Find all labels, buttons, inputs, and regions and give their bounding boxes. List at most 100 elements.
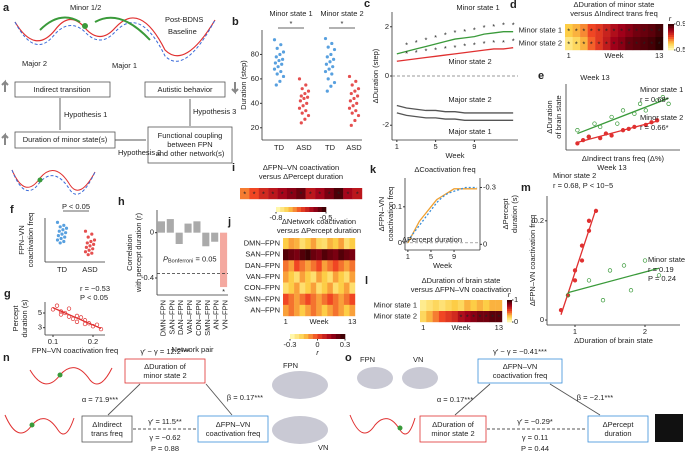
series-line xyxy=(396,112,514,121)
colorbar-step xyxy=(294,334,300,339)
heatmap-cell xyxy=(294,282,300,294)
significance-star: * xyxy=(658,39,661,48)
box-label: and other network(s) xyxy=(156,149,225,158)
bar xyxy=(157,221,165,233)
point xyxy=(58,241,62,245)
point xyxy=(354,79,358,83)
point xyxy=(66,306,72,311)
heatmap-cell xyxy=(294,293,300,306)
heatmap-cell xyxy=(305,271,311,283)
heatmap-cell xyxy=(294,249,300,261)
significance-star: * xyxy=(643,39,646,48)
series-label: Major state 2 xyxy=(448,95,491,104)
heatmap-cell xyxy=(321,249,328,261)
panel-a-art xyxy=(1,16,239,195)
point xyxy=(304,109,308,113)
heatmap-cell xyxy=(327,238,334,250)
x-axis-label: Network pair xyxy=(171,345,214,354)
heatmap-cell xyxy=(640,24,649,38)
y-axis-label: FPN–VN xyxy=(17,225,26,255)
heatmap-cell xyxy=(338,271,345,283)
point xyxy=(306,95,310,99)
point xyxy=(58,225,62,229)
point xyxy=(83,250,88,254)
x-tick-label: 1 xyxy=(284,317,288,326)
box-label: ΔFPN–VN xyxy=(216,420,251,429)
annotation: P < 0.05 xyxy=(62,202,90,211)
heatmap-cell xyxy=(338,260,345,272)
heatmap-cell xyxy=(476,300,484,312)
significance-star: * xyxy=(497,312,500,321)
label: β = −2.1*** xyxy=(577,393,614,402)
significance-star: * xyxy=(575,26,578,35)
point xyxy=(89,239,93,244)
colorbar-step xyxy=(668,43,674,46)
panel-label: i xyxy=(232,162,235,174)
heatmap-cell xyxy=(240,188,250,200)
heatmap-cell xyxy=(338,238,345,250)
colorbar-step xyxy=(507,307,512,310)
point xyxy=(348,99,352,103)
label: P = 0.44 xyxy=(521,444,549,453)
colorbar-tick-label: 0.5 xyxy=(676,45,685,54)
point xyxy=(352,96,356,101)
y-axis-label: ΔDuration (step) xyxy=(371,48,380,103)
heatmap-cell xyxy=(310,304,317,317)
colorbar-tick-label: 0.3 xyxy=(340,340,350,349)
y-axis-label: Correlation xyxy=(125,234,134,271)
point xyxy=(281,74,286,79)
point xyxy=(356,94,360,98)
colorbar-step xyxy=(668,26,674,29)
significance-star: * xyxy=(502,38,505,47)
heatmap-cell xyxy=(655,24,664,38)
box-label: coactivation freq xyxy=(493,371,548,380)
y-tick-label: 0.1 xyxy=(392,202,402,211)
label: P = 0.88 xyxy=(151,444,179,453)
point xyxy=(304,83,308,87)
heatmap-cell xyxy=(338,249,345,261)
x-tick-label: 0.1 xyxy=(48,337,58,346)
heatmap-cell xyxy=(294,304,300,317)
significance-star: * xyxy=(271,189,274,198)
point xyxy=(326,45,330,49)
significance-star: * xyxy=(444,31,447,40)
x-axis-label: Week xyxy=(309,317,328,326)
colorbar-label: r xyxy=(669,14,672,23)
x-tick-label: 5 xyxy=(434,142,438,151)
heatmap-cell xyxy=(470,311,477,323)
x-tick-label: TD xyxy=(274,143,285,152)
point xyxy=(60,232,64,236)
heatmap-cell xyxy=(321,271,328,283)
significance-star: * xyxy=(567,39,570,48)
point xyxy=(298,99,302,103)
significance-star: * xyxy=(620,26,623,35)
y2-axis-label: ΔPercept xyxy=(501,198,510,230)
heatmap-cell xyxy=(349,260,356,272)
y2-tick-label: 0 xyxy=(483,239,487,248)
heatmap-cell xyxy=(321,304,328,317)
x-tick-label: VAN–FPN xyxy=(185,300,194,334)
label: γ′ − γ = −0.41*** xyxy=(493,347,547,356)
significance-star: * xyxy=(463,42,466,51)
significance-star: * xyxy=(318,189,321,198)
colorbar-step xyxy=(276,207,281,212)
point xyxy=(279,43,283,47)
heatmap-cell xyxy=(489,311,496,323)
heatmap-cell xyxy=(296,188,306,200)
heatmap-cell xyxy=(426,300,433,312)
legend-label: Post-BDNS xyxy=(165,15,203,24)
x-tick-label: AN–FPN xyxy=(212,300,221,330)
heatmap-cell xyxy=(565,37,573,51)
point xyxy=(642,258,648,263)
significance-star: * xyxy=(512,37,515,46)
heatmap-cell xyxy=(305,238,311,250)
heatmap-cell xyxy=(438,311,446,323)
box-label: minor state 2 xyxy=(431,429,474,438)
colorbar-label: r xyxy=(316,348,319,357)
significance-star: * xyxy=(309,189,312,198)
significance-star: * xyxy=(478,312,481,321)
point xyxy=(87,248,91,252)
heatmap-cell xyxy=(476,311,484,323)
heatmap-cell xyxy=(332,271,339,283)
heatmap-cell xyxy=(426,311,433,323)
